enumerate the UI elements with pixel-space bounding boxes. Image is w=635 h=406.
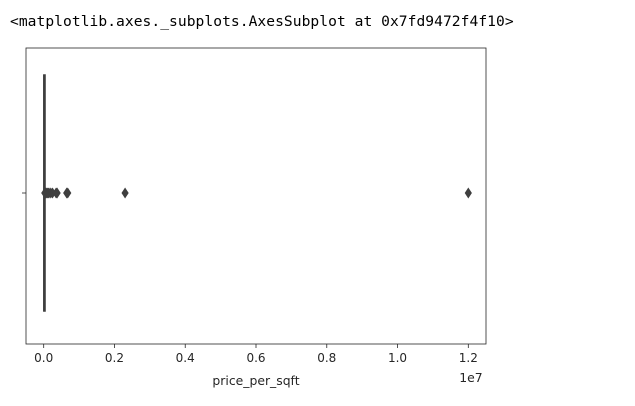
outlier-point: [64, 187, 72, 199]
x-tick-label: 0.8: [317, 351, 336, 365]
x-tick-label: 1.0: [388, 351, 407, 365]
x-axis-label: price_per_sqft: [212, 373, 299, 388]
x-axis-offset-label: 1e7: [459, 370, 482, 385]
x-tick-label: 0.2: [105, 351, 124, 365]
x-tick-label: 1.2: [459, 351, 478, 365]
x-tick-label: 0.4: [176, 351, 195, 365]
outlier-point: [53, 187, 61, 199]
x-axis-ticks: 0.0 0.2 0.4 0.6 0.8 1.0 1.2: [34, 344, 478, 365]
x-tick-label: 0.0: [34, 351, 53, 365]
outlier-layer: [41, 187, 472, 199]
x-tick-label: 0.6: [246, 351, 265, 365]
plot-area: [26, 48, 486, 344]
outlier-point: [121, 187, 129, 199]
cell-output-text: <matplotlib.axes._subplots.AxesSubplot a…: [10, 13, 514, 30]
outlier-point: [464, 187, 472, 199]
